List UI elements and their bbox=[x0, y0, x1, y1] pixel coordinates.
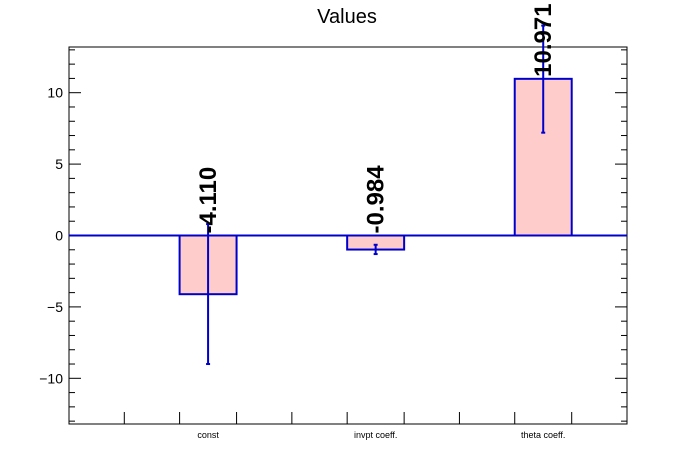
data-label: -0.984 bbox=[363, 165, 390, 234]
y-tick-label: 10 bbox=[47, 85, 63, 101]
axis-ticks: −10 −5 0 5 10 const invpt coeff. theta coeff. bbox=[39, 49, 627, 440]
x-tick-label: const bbox=[197, 430, 219, 440]
data-label: -4.110 bbox=[195, 167, 222, 234]
labels: -4.110 -0.984 10.971 bbox=[195, 3, 557, 233]
error-bars bbox=[206, 24, 546, 366]
data-label: 10.971 bbox=[530, 3, 557, 76]
y-tick-label: 5 bbox=[55, 156, 63, 172]
plot-area: −10 −5 0 5 10 const invpt coeff. theta coeff. -… bbox=[39, 3, 628, 440]
y-tick-label: 0 bbox=[55, 228, 63, 244]
y-tick-label: −10 bbox=[39, 370, 63, 386]
chart-title: Values bbox=[317, 6, 377, 28]
x-tick-label: invpt coeff. bbox=[354, 430, 397, 440]
y-tick-label: −5 bbox=[47, 299, 63, 315]
x-tick-label: theta coeff. bbox=[521, 430, 565, 440]
